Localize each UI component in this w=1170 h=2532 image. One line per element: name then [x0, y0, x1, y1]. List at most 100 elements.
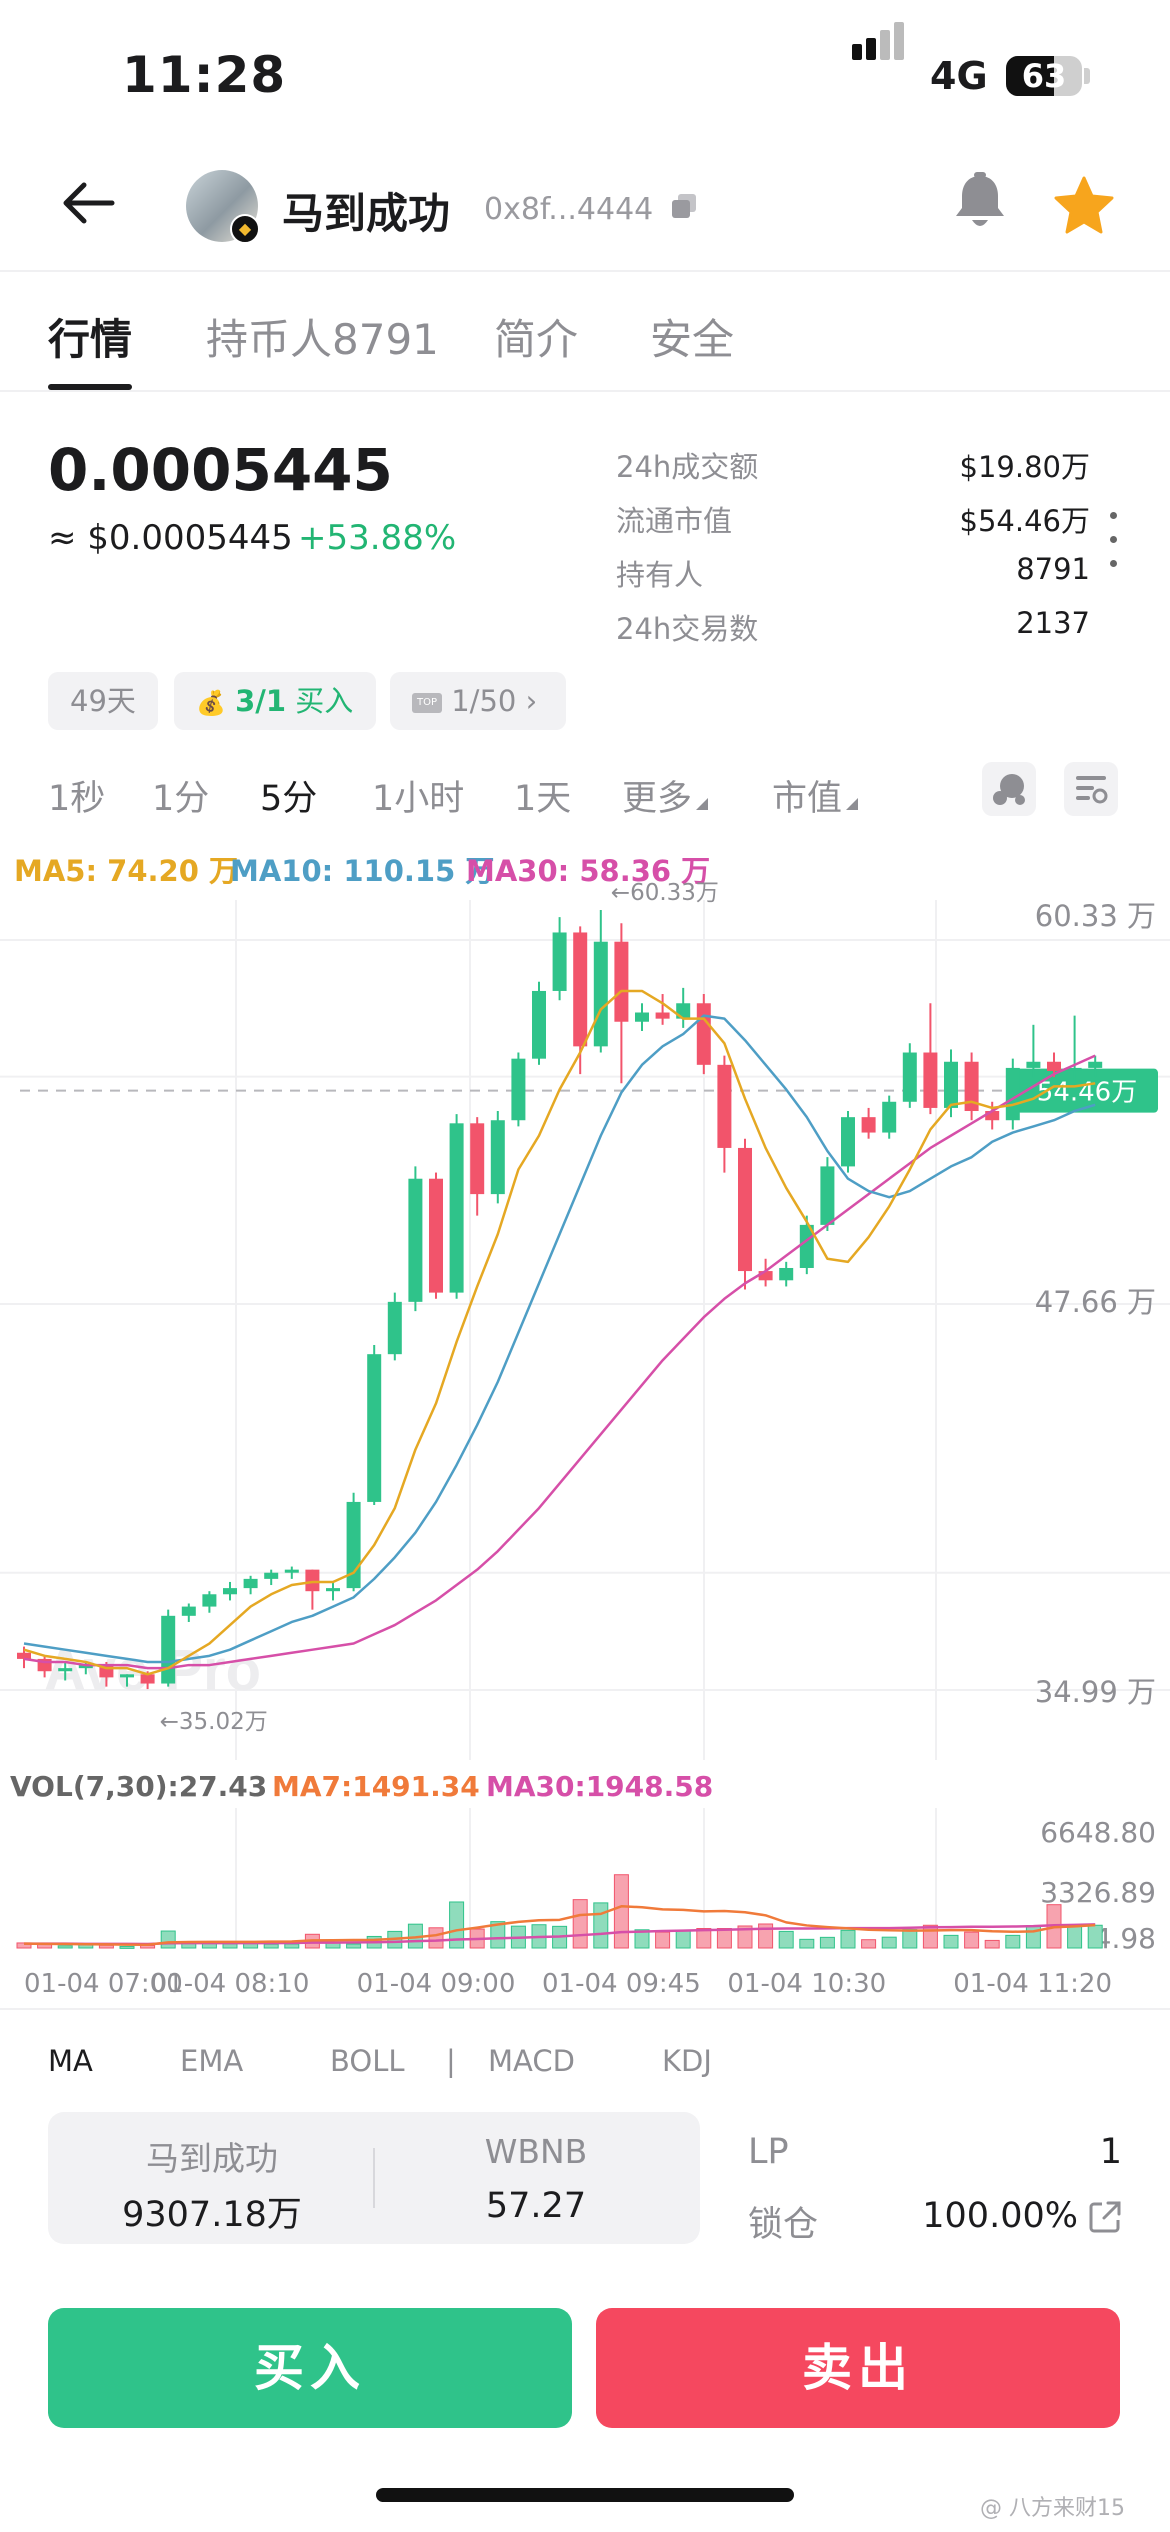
volume-legend: VOL(7,30):27.43: [10, 1770, 268, 1803]
candle-body: [58, 1668, 73, 1672]
stat-label-volume: 24h成交额: [616, 450, 759, 484]
rank-pill[interactable]: TOP 1/50 ›: [390, 672, 566, 730]
timeframe-1m[interactable]: 1分: [152, 779, 210, 819]
candle-body: [1047, 1061, 1061, 1071]
indicator-ma[interactable]: MA: [48, 2044, 93, 2078]
pool-pair-label: WBNB: [484, 2132, 588, 2171]
indicator-macd[interactable]: MACD: [488, 2044, 575, 2078]
buy-button[interactable]: 买入: [48, 2308, 572, 2428]
sell-button[interactable]: 卖出: [596, 2308, 1120, 2428]
candle-body: [1067, 1067, 1082, 1071]
candle-body: [964, 1061, 979, 1112]
y-axis-label: 60.33 万: [1035, 899, 1156, 933]
timeframe-1h[interactable]: 1小时: [372, 779, 465, 819]
token-name: 马到成功: [282, 189, 451, 238]
buy-sell-pill[interactable]: 💰 3/1 买入: [174, 672, 376, 730]
volume-bar: [922, 1924, 938, 1949]
tab-intro[interactable]: 简介: [494, 315, 579, 364]
x-axis-label: 01-04 09:45: [542, 1969, 701, 1999]
stat-value-holders: 8791: [1016, 552, 1090, 586]
x-axis-label: 01-04 07:00: [24, 1969, 183, 1999]
candle-body: [181, 1606, 196, 1616]
candle-body: [305, 1569, 320, 1592]
tab-market[interactable]: 行情: [48, 315, 133, 364]
pool-pair-amount: 57.27: [485, 2186, 587, 2226]
status-time: 11:28: [122, 46, 287, 104]
indicator-kdj[interactable]: KDJ: [662, 2044, 712, 2078]
timeframe-5m[interactable]: 5分: [260, 779, 318, 819]
stat-label-market-cap: 流通市值: [616, 504, 733, 538]
timeframe-more[interactable]: 更多: [622, 770, 709, 821]
token-address: 0x8f...4444: [484, 192, 654, 227]
current-price-label: 54.46万: [1037, 1078, 1137, 1108]
volume-bar: [222, 1943, 238, 1949]
candle-body: [408, 1178, 423, 1302]
volume-bar: [263, 1943, 279, 1949]
volume-bar: [57, 1945, 73, 1949]
volume-bar: [346, 1943, 362, 1949]
ma10-line: [23, 1014, 1096, 1664]
pool-separator: [373, 2148, 375, 2208]
dropdown-triangle-icon: [846, 798, 859, 810]
candle-body: [326, 1588, 340, 1592]
candlestick-chart[interactable]: Ave Pro 60.33 万 47.66 万 34.99 万 54.46万 ←60.33…: [0, 870, 1170, 1760]
bell-icon[interactable]: [952, 172, 1008, 232]
external-link-icon[interactable]: [1088, 2200, 1122, 2234]
battery-tip: [1084, 68, 1090, 84]
volume-bar: [655, 1931, 671, 1949]
indicator-boll[interactable]: BOLL: [330, 2044, 405, 2078]
timeframe-1d[interactable]: 1天: [514, 779, 572, 819]
low-price-marker: ←35.02万: [160, 1709, 268, 1735]
volume-chart[interactable]: 6648.80 3326.89 4.98: [0, 1808, 1170, 1968]
volume-bar: [428, 1927, 444, 1949]
volume-bar: [1067, 1924, 1083, 1949]
candle-body: [799, 1224, 814, 1268]
candle-body: [985, 1111, 1000, 1121]
age-pill: 49天: [48, 672, 158, 730]
back-arrow-icon[interactable]: [58, 178, 118, 228]
star-favorite-icon[interactable]: [1054, 176, 1114, 234]
volume-bar: [964, 1931, 980, 1949]
volume-bar: [1025, 1925, 1041, 1949]
candle-body: [1005, 1067, 1020, 1121]
candle-body: [738, 1147, 752, 1272]
more-vertical-icon[interactable]: [1108, 512, 1118, 568]
current-price-tag: [1016, 1068, 1158, 1113]
volume-axis-label: 3326.89: [1040, 1876, 1156, 1909]
tab-security[interactable]: 安全: [650, 315, 735, 364]
volume-bar: [861, 1939, 877, 1949]
chart-mode-select[interactable]: 市值: [772, 770, 859, 821]
candle-body: [655, 1012, 670, 1019]
tab-holders[interactable]: 持币人8791: [206, 315, 439, 364]
candle-body: [490, 1120, 505, 1195]
candle-body: [243, 1578, 258, 1589]
indicator-ema[interactable]: EMA: [180, 2044, 244, 2078]
pool-token-amount: 9307.18万: [122, 2195, 302, 2235]
volume-bar: [634, 1929, 650, 1949]
indicator-divider: [0, 2008, 1170, 2010]
timeframe-1s[interactable]: 1秒: [48, 779, 106, 819]
bubbles-icon: [993, 774, 1025, 805]
stat-value-volume: $19.80万: [959, 450, 1090, 484]
candle-body: [511, 1058, 526, 1121]
high-price-marker: ←60.33万: [611, 880, 719, 906]
volume-ma7-line: [23, 1905, 1096, 1947]
volume-bar: [778, 1930, 794, 1949]
lock-value: 100.00%: [922, 2196, 1078, 2236]
volume-axis-label: 6648.80: [1040, 1816, 1156, 1849]
chart-mode-label: 市值: [772, 779, 843, 819]
stat-label-tx-count: 24h交易数: [616, 612, 759, 646]
candle-body: [779, 1267, 794, 1281]
candle-body: [17, 1652, 31, 1659]
chart-settings-button[interactable]: [1064, 762, 1118, 816]
copy-icon[interactable]: [670, 192, 698, 220]
ma30-legend: MA30: 58.36 万: [466, 854, 711, 888]
candle-body: [841, 1117, 855, 1167]
bubble-map-button[interactable]: [982, 762, 1036, 816]
lp-value: 1: [1099, 2132, 1122, 2172]
pool-token-label: 马到成功: [146, 2139, 278, 2178]
volume-bar: [984, 1939, 1000, 1949]
tabs-divider: [0, 390, 1170, 392]
token-price: 0.0005445: [48, 436, 393, 504]
network-type: 4G: [930, 54, 988, 98]
